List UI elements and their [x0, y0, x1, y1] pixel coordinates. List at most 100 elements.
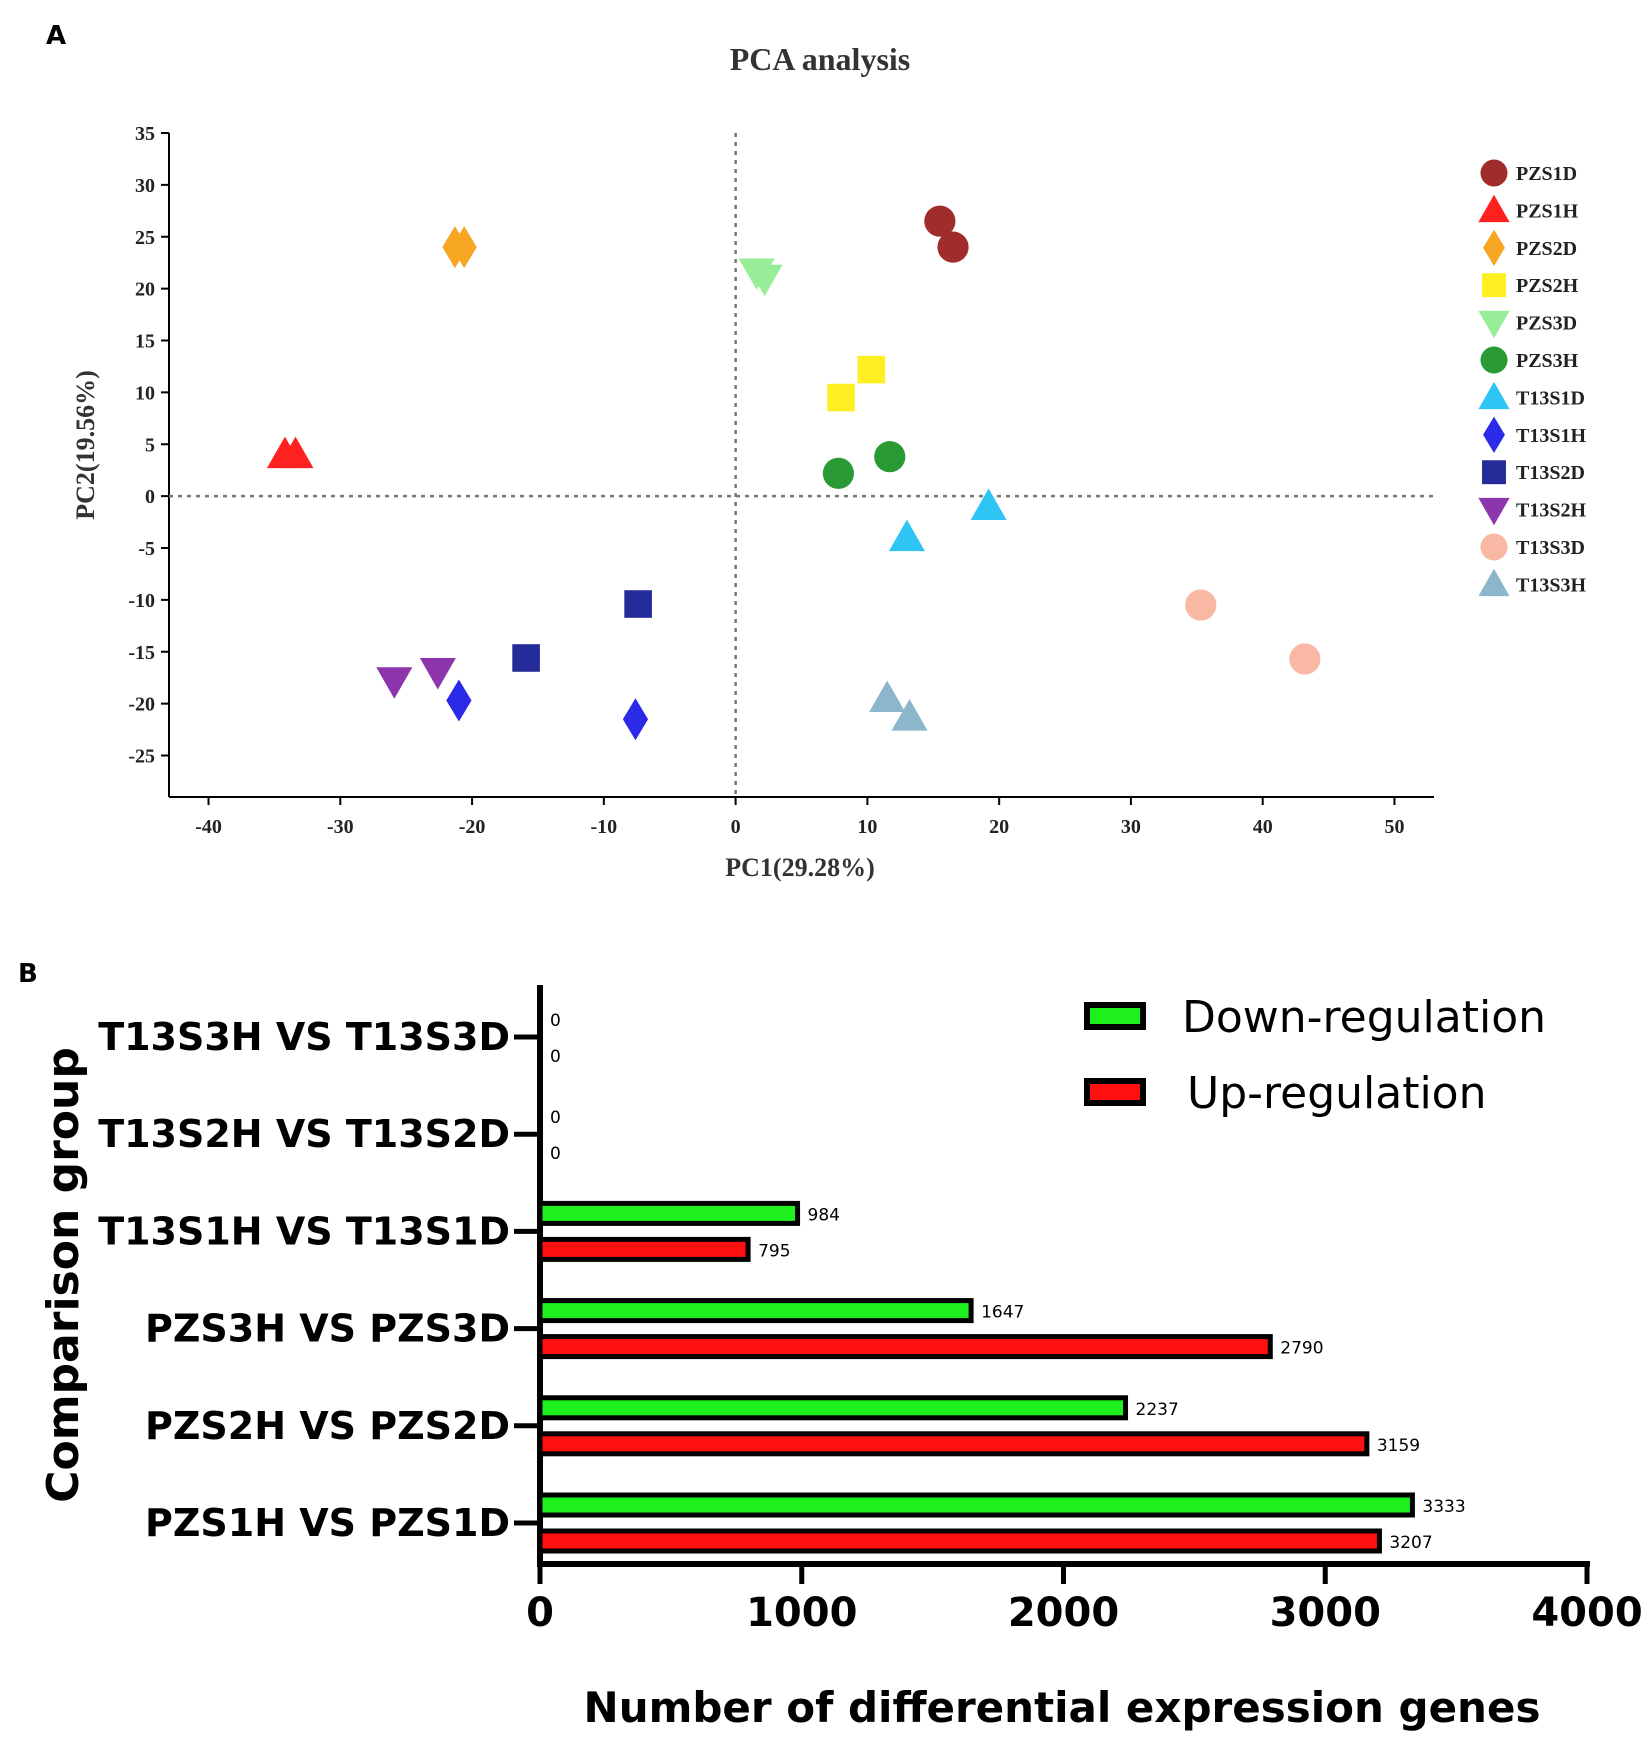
legend-label-pzs2h: PZS2H: [1516, 275, 1579, 297]
legend-marker-pzs1h: [1478, 194, 1510, 223]
deg-bar-down-regulation: [537, 1492, 1415, 1518]
pca-point-t13s3d: [1185, 589, 1217, 621]
legend-marker-t13s3h: [1478, 568, 1510, 597]
legend-label-t13s2h: T13S2H: [1516, 500, 1586, 522]
deg-value-label-down-regulation: 2237: [1136, 1400, 1179, 1420]
pca-point-t13s1d: [970, 488, 1007, 520]
legend-label-pzs1d: PZS1D: [1516, 163, 1577, 185]
pca-point-pzs3h: [822, 457, 854, 489]
pca-x-tick-label: 20: [989, 816, 1009, 838]
deg-category-label: T13S2H VS T13S2D: [98, 1112, 510, 1156]
deg-value-label-down-regulation: 0: [550, 1108, 561, 1128]
pca-x-tick-label: -20: [459, 816, 486, 838]
pca-x-tick-label: 0: [731, 816, 741, 838]
legend-label-pzs3h: PZS3H: [1516, 350, 1579, 372]
pca-point-pzs2d: [451, 226, 477, 269]
legend-marker-pzs3h: [1480, 346, 1508, 374]
deg-value-label-down-regulation: 0: [550, 1011, 561, 1031]
pca-y-axis-label: PC2(19.56%): [71, 370, 100, 519]
deg-value-label-up-regulation: 0: [550, 1144, 561, 1164]
pca-x-tick-label: -10: [591, 816, 618, 838]
deg-legend-label-up-regulation: Up-regulation: [1187, 1068, 1487, 1119]
legend-marker-t13s3d: [1480, 533, 1508, 561]
pca-point-t13s1d: [888, 519, 925, 552]
pca-y-tick-label: 35: [135, 123, 155, 145]
deg-y-axis-label: Comparison group: [38, 1047, 89, 1503]
pca-point-t13s2d: [512, 644, 540, 672]
pca-point-t13s1h: [622, 698, 649, 741]
pca-y-tick-label: 10: [135, 382, 155, 404]
pca-y-tick-label: 30: [135, 175, 155, 197]
pca-y-tick-label: 15: [135, 331, 155, 353]
pca-x-tick-label: 10: [857, 816, 877, 838]
pca-x-tick-label: 30: [1121, 816, 1141, 838]
deg-x-axis-label: Number of differential expression genes: [584, 1683, 1541, 1732]
legend-label-t13s3h: T13S3H: [1516, 574, 1586, 596]
deg-value-label-up-regulation: 795: [758, 1241, 790, 1261]
deg-x-tick-label: 0: [526, 1590, 554, 1636]
deg-x-tick-label: 1000: [746, 1590, 857, 1636]
pca-y-tick-label: -20: [128, 694, 155, 716]
pca-point-pzs2h: [827, 383, 855, 412]
deg-bar-up-regulation: [537, 1334, 1273, 1360]
deg-x-tick-label: 4000: [1531, 1590, 1642, 1636]
panel-label-b: B: [18, 959, 38, 989]
deg-legend-swatch-down-regulation: [1084, 1002, 1146, 1030]
legend-label-pzs1h: PZS1H: [1516, 200, 1579, 222]
legend-marker-pzs2d: [1483, 229, 1505, 266]
deg-value-label-down-regulation: 3333: [1422, 1497, 1465, 1517]
legend-label-t13s2d: T13S2D: [1516, 462, 1585, 484]
deg-x-tick-label: 3000: [1270, 1590, 1381, 1636]
deg-bar-chart: 0 1000 2000 3000 4000 T13S3H VS T13S3D 0 0 T13S2…: [38, 985, 1642, 1732]
pca-chart: PCA analysis-40 -30 -20 -10 0 10 20 30 40 5035302…: [71, 41, 1586, 882]
legend-marker-pzs2h: [1482, 273, 1506, 298]
legend-label-t13s1d: T13S1D: [1516, 387, 1585, 409]
deg-x-tick-label: 2000: [1008, 1590, 1119, 1636]
pca-point-t13s3h: [869, 680, 906, 712]
pca-y-tick-label: 25: [135, 227, 155, 249]
legend-marker-t13s1h: [1483, 416, 1505, 453]
pca-point-t13s2h: [376, 667, 413, 699]
pca-y-tick-label: 5: [145, 434, 155, 456]
legend-marker-pzs3d: [1478, 310, 1510, 339]
legend-marker-pzs1d: [1480, 159, 1508, 187]
deg-category-label: PZS3H VS PZS3D: [145, 1307, 510, 1351]
pca-point-t13s3h: [891, 699, 928, 731]
legend-marker-t13s2h: [1478, 497, 1510, 526]
legend-marker-t13s1d: [1478, 381, 1510, 410]
legend-marker-t13s2d: [1482, 460, 1506, 485]
pca-y-tick-label: -15: [128, 642, 155, 664]
deg-bar-up-regulation: [537, 1431, 1370, 1457]
pca-point-pzs1d: [937, 231, 969, 263]
deg-value-label-up-regulation: 3159: [1377, 1436, 1420, 1456]
pca-x-tick-label: -40: [195, 816, 222, 838]
deg-bar-down-regulation: [537, 1298, 974, 1324]
pca-point-pzs1d: [924, 205, 956, 237]
pca-x-tick-label: 50: [1384, 816, 1404, 838]
deg-category-label: T13S3H VS T13S3D: [98, 1015, 510, 1059]
deg-value-label-up-regulation: 2790: [1280, 1339, 1323, 1359]
deg-legend-swatch-up-regulation: [1084, 1078, 1146, 1106]
deg-bar-up-regulation: [537, 1236, 751, 1262]
deg-category-label: T13S1H VS T13S1D: [98, 1209, 510, 1253]
deg-bar-up-regulation: [537, 1528, 1382, 1554]
deg-legend-label-down-regulation: Down-regulation: [1182, 992, 1546, 1043]
legend-label-t13s1h: T13S1H: [1516, 425, 1586, 447]
deg-bar-down-regulation: [537, 1200, 801, 1226]
pca-y-tick-label: -10: [128, 590, 155, 612]
deg-category-label: PZS1H VS PZS1D: [145, 1501, 510, 1545]
pca-y-tick-label: 20: [135, 279, 155, 301]
legend-label-pzs3d: PZS3D: [1516, 313, 1577, 335]
pca-y-tick-label: 0: [145, 486, 155, 508]
deg-value-label-down-regulation: 1647: [981, 1303, 1024, 1323]
deg-value-label-up-regulation: 3207: [1389, 1533, 1432, 1553]
pca-x-axis-label: PC1(29.28%): [725, 853, 874, 882]
pca-point-t13s2d: [624, 590, 652, 618]
pca-point-t13s3d: [1289, 643, 1321, 675]
pca-point-t13s2h: [419, 657, 456, 690]
pca-point-t13s1h: [446, 679, 472, 722]
pca-title: PCA analysis: [730, 41, 910, 77]
pca-y-tick-label: -5: [138, 538, 155, 560]
